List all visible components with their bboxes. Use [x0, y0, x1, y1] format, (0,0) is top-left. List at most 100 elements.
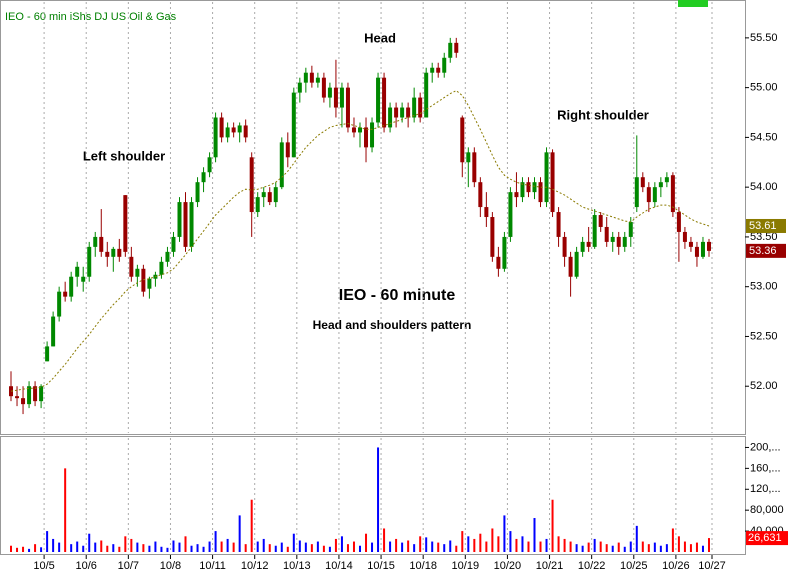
y-tick-label: 54.50: [750, 131, 778, 143]
volume-bar: [623, 546, 626, 552]
volume-bar: [232, 542, 235, 552]
candle-body: [165, 251, 170, 262]
candle-body: [502, 236, 507, 269]
volume-bar: [292, 533, 295, 552]
candle-body: [532, 182, 537, 193]
volume-bar: [653, 542, 656, 552]
annotation: Left shoulder: [83, 148, 165, 163]
candle-body: [159, 261, 164, 275]
volume-bar: [124, 536, 127, 552]
volume-bar: [569, 541, 572, 552]
candle-body: [117, 248, 122, 257]
candle-body: [514, 192, 519, 198]
candle-body: [309, 72, 314, 83]
candle-body: [448, 42, 453, 58]
volume-bar: [539, 541, 542, 552]
candle-body: [466, 152, 471, 163]
candle-body: [81, 276, 86, 282]
volume-bar: [527, 541, 530, 552]
candle-body: [129, 256, 134, 277]
volume-bar: [641, 541, 644, 552]
candle-body: [682, 231, 687, 242]
candle-body: [69, 276, 74, 297]
candle-body: [376, 77, 381, 123]
candle-body: [15, 396, 20, 399]
candle-body: [628, 221, 633, 237]
candle-body: [285, 142, 290, 158]
candle-body: [670, 175, 675, 213]
last-value-label: 53.61: [749, 220, 777, 232]
volume-bar: [671, 528, 674, 552]
volume-bar: [328, 546, 331, 552]
candle-body: [39, 386, 44, 402]
volume-bar: [683, 541, 686, 552]
candle-body: [105, 251, 110, 257]
candle-body: [273, 187, 278, 203]
candle-body: [478, 182, 483, 208]
candle-body: [87, 246, 92, 277]
candle-body: [610, 236, 615, 242]
candle-body: [598, 215, 603, 227]
volume-bar: [383, 528, 386, 552]
x-tick-label: 10/14: [325, 560, 353, 572]
volume-tick-label: 200,...: [750, 441, 781, 453]
candle-body: [297, 82, 302, 93]
volume-bar: [34, 544, 37, 552]
volume-bar: [250, 499, 253, 552]
volume-bar: [413, 544, 416, 552]
volume-bar: [497, 536, 500, 552]
volume-bar: [274, 545, 277, 552]
volume-bar: [58, 542, 61, 552]
candle-body: [33, 386, 38, 402]
candle-body: [333, 87, 338, 108]
volume-bar: [304, 542, 307, 552]
volume-bar: [389, 541, 392, 552]
annotation: Head and shoulders pattern: [313, 318, 472, 332]
volume-bar: [298, 540, 301, 552]
volume-bar: [214, 531, 217, 552]
volume-bar: [190, 545, 193, 552]
volume-bar: [238, 515, 241, 552]
candle-body: [544, 152, 549, 203]
candle-body: [616, 236, 621, 247]
candle-body: [706, 241, 711, 251]
volume-bar: [94, 542, 97, 552]
candle-body: [267, 192, 272, 203]
x-tick-label: 10/20: [494, 560, 522, 572]
candle-body: [664, 177, 669, 183]
x-tick-label: 10/11: [199, 560, 226, 572]
candle-body: [57, 291, 62, 317]
candle-body: [141, 268, 146, 292]
candle-body: [213, 117, 218, 158]
volume-bar: [551, 499, 554, 552]
candle-body: [676, 212, 681, 232]
y-tick-label: 54.00: [750, 181, 778, 193]
volume-bar: [160, 546, 163, 552]
volume-bar: [545, 538, 548, 552]
volume-bar: [166, 547, 169, 552]
candle-body: [327, 87, 332, 98]
volume-bar: [563, 538, 566, 552]
last-volume-label: 26,631: [748, 532, 782, 544]
candle-body: [243, 125, 248, 138]
candle-body: [694, 246, 699, 257]
candle-body: [538, 182, 543, 203]
volume-tick-label: 120,...: [750, 483, 781, 495]
last-volume-box: [746, 531, 788, 546]
candle-body: [177, 202, 182, 237]
y-tick-label: 52.00: [750, 380, 778, 392]
candle-body: [658, 182, 663, 188]
volume-bar: [316, 541, 319, 552]
candle-body: [592, 215, 597, 247]
candle-body: [406, 107, 411, 118]
y-tick-label: 53.50: [750, 231, 778, 243]
candle-body: [556, 212, 561, 237]
volume-bar: [587, 542, 590, 552]
y-tick-label: 55.00: [750, 82, 778, 94]
candle-body: [520, 182, 525, 198]
x-tick-label: 10/26: [662, 560, 690, 572]
candle-body: [382, 77, 387, 128]
candle-body: [231, 127, 236, 133]
volume-bar: [437, 542, 440, 552]
